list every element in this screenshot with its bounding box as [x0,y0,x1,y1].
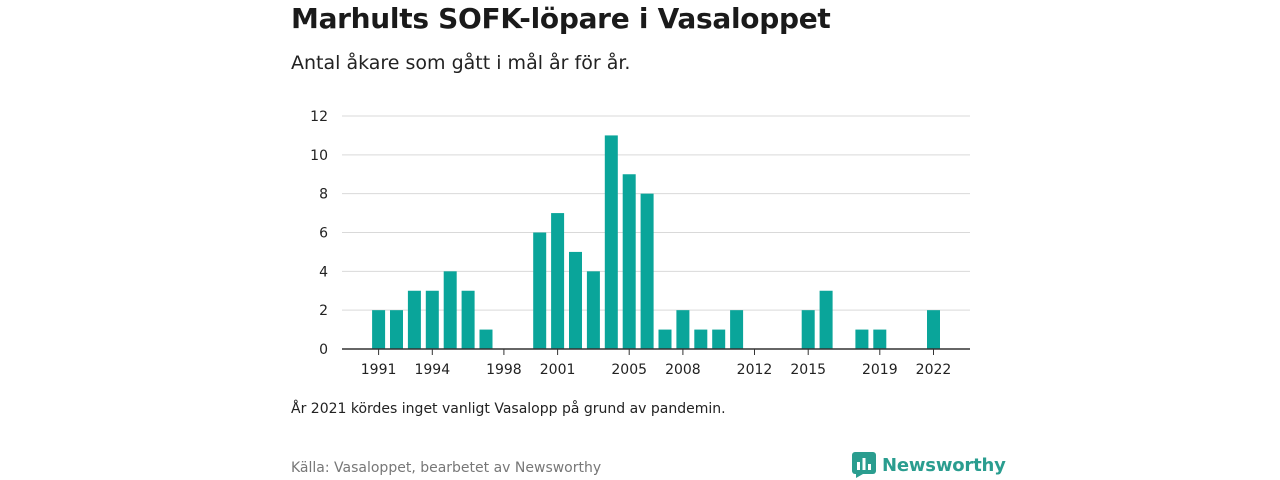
bar [569,251,582,349]
x-tick-label: 2015 [790,362,826,378]
bar [461,290,475,349]
bar [372,310,386,349]
bar [819,290,833,349]
newsworthy-logo: Newsworthy [852,452,1006,478]
y-axis-ticks: 0 2 4 6 8 10 12 [310,109,328,358]
y-tick-label: 2 [319,303,328,319]
y-tick-label: 0 [319,342,328,358]
brand-name: Newsworthy [882,454,1006,476]
gridlines [342,115,970,311]
y-tick-label: 10 [310,148,328,164]
bar [533,232,547,349]
x-axis-ticks: 1991 1994 1998 2001 2005 2008 2012 2015 2019 2022 [361,349,952,378]
bar [443,271,457,349]
x-tick-label: 2019 [862,362,898,378]
x-tick-label: 2001 [540,362,576,378]
y-tick-label: 8 [319,187,328,203]
bar [407,290,421,349]
bar [604,135,618,349]
bar [390,310,403,349]
bar [586,271,600,349]
chart-title: Marhults SOFK-löpare i Vasaloppet [291,2,831,35]
x-tick-label: 2008 [665,362,701,378]
bar [927,310,940,349]
bar [801,310,815,349]
bars [372,135,940,349]
bar [551,213,565,349]
newsworthy-logo-icon [852,452,876,478]
bar [425,290,439,349]
bar [622,174,636,349]
chart-subtitle: Antal åkare som gått i mål år för år. [291,52,631,74]
x-tick-label: 2012 [737,362,773,378]
x-tick-label: 1994 [414,362,450,378]
y-tick-label: 4 [319,264,328,280]
bar [479,329,493,349]
x-tick-label: 2005 [611,362,647,378]
source-text: Källa: Vasaloppet, bearbetet av Newswort… [291,460,602,476]
bar [658,329,672,349]
x-tick-label: 1998 [486,362,522,378]
bar [712,329,726,349]
chart-note: År 2021 kördes inget vanligt Vasalopp på… [291,401,726,417]
y-tick-label: 6 [319,226,328,242]
bar [873,329,887,349]
x-tick-label: 1991 [361,362,397,378]
bar [855,329,869,349]
bar [640,193,654,349]
bar-chart: 0 2 4 6 8 10 12 1991 1994 1998 2001 2005 2008 2012 20… [310,109,970,378]
bar [730,310,744,349]
bar [676,310,690,349]
y-tick-label: 12 [310,109,328,125]
bar [694,329,708,349]
x-tick-label: 2022 [916,362,952,378]
